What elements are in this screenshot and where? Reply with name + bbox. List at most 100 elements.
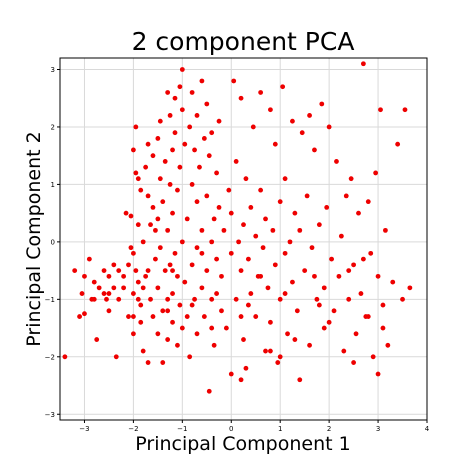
- grid-lines: [60, 58, 428, 420]
- data-point: [113, 354, 119, 360]
- y-tick-label: −2: [45, 353, 55, 361]
- data-point: [62, 354, 68, 360]
- data-point: [155, 331, 161, 337]
- data-point: [314, 296, 320, 302]
- data-point: [231, 78, 237, 84]
- data-point: [270, 227, 276, 233]
- data-point: [312, 273, 317, 279]
- data-point: [131, 250, 136, 256]
- data-point: [343, 193, 349, 199]
- data-point: [145, 360, 151, 365]
- data-point: [133, 124, 139, 130]
- data-point: [111, 285, 117, 291]
- data-point: [170, 291, 175, 296]
- data-point: [82, 273, 87, 279]
- data-point: [138, 302, 144, 308]
- data-point: [338, 233, 344, 239]
- x-tick-label: 3: [376, 425, 380, 433]
- data-point: [214, 256, 219, 262]
- data-point: [194, 245, 200, 251]
- data-point: [179, 107, 185, 113]
- data-point: [140, 348, 146, 354]
- data-point: [175, 273, 180, 279]
- data-point: [126, 262, 131, 268]
- data-point: [101, 268, 107, 274]
- data-point: [131, 291, 136, 296]
- data-point: [353, 331, 359, 337]
- data-point: [346, 296, 352, 302]
- data-point: [209, 130, 215, 136]
- data-point: [241, 337, 246, 342]
- data-point: [316, 302, 322, 308]
- data-point: [197, 164, 202, 170]
- data-point: [116, 268, 122, 274]
- data-point: [204, 268, 210, 274]
- data-point: [233, 296, 239, 302]
- data-point: [167, 113, 173, 118]
- data-point: [192, 147, 197, 153]
- data-point: [91, 279, 97, 285]
- data-point: [123, 210, 129, 216]
- data-point: [245, 256, 251, 262]
- data-point: [287, 239, 293, 245]
- data-point: [187, 354, 193, 360]
- data-point: [307, 342, 312, 348]
- data-point: [106, 308, 112, 314]
- data-point: [395, 141, 401, 147]
- data-point: [145, 141, 151, 147]
- x-tick-label: 0: [229, 425, 233, 433]
- data-point: [209, 239, 215, 245]
- data-point: [297, 377, 303, 383]
- data-point: [326, 319, 332, 325]
- data-point: [96, 285, 102, 291]
- data-point: [351, 262, 356, 268]
- data-point: [82, 311, 87, 317]
- y-tick-label: −3: [45, 411, 55, 419]
- data-point: [121, 273, 127, 279]
- data-point: [226, 187, 232, 193]
- data-point: [165, 90, 171, 95]
- data-point: [162, 268, 168, 274]
- data-point: [282, 250, 288, 256]
- data-point: [177, 164, 183, 170]
- data-point: [148, 222, 153, 228]
- data-point: [275, 360, 281, 365]
- data-point: [209, 325, 215, 331]
- data-point: [165, 337, 171, 342]
- data-point: [162, 159, 168, 164]
- x-tick-label: 1: [278, 425, 282, 433]
- data-point: [228, 371, 234, 377]
- data-point: [184, 216, 190, 222]
- data-point: [135, 296, 141, 302]
- data-point: [133, 170, 139, 176]
- data-point: [177, 84, 183, 90]
- data-point: [375, 273, 381, 279]
- data-point: [172, 95, 178, 101]
- data-point: [219, 308, 224, 314]
- data-point: [155, 216, 161, 222]
- data-point: [373, 170, 379, 176]
- data-point: [321, 285, 327, 291]
- x-tick-label: −3: [79, 425, 89, 433]
- data-point: [126, 314, 131, 319]
- data-point: [172, 130, 178, 136]
- data-point: [86, 256, 92, 262]
- data-point: [135, 176, 141, 182]
- data-point: [219, 273, 224, 279]
- data-point: [157, 118, 163, 124]
- data-point: [94, 337, 100, 342]
- data-point: [282, 291, 288, 296]
- data-point: [356, 210, 361, 216]
- data-point: [360, 61, 366, 67]
- data-point: [135, 279, 141, 285]
- data-point: [179, 67, 185, 72]
- data-point: [268, 348, 273, 354]
- data-point: [228, 210, 234, 216]
- data-point: [378, 107, 383, 113]
- data-point: [277, 296, 283, 302]
- data-point: [79, 291, 85, 296]
- data-point: [160, 308, 166, 314]
- data-point: [238, 268, 244, 274]
- data-point: [383, 227, 388, 233]
- data-point: [241, 222, 246, 228]
